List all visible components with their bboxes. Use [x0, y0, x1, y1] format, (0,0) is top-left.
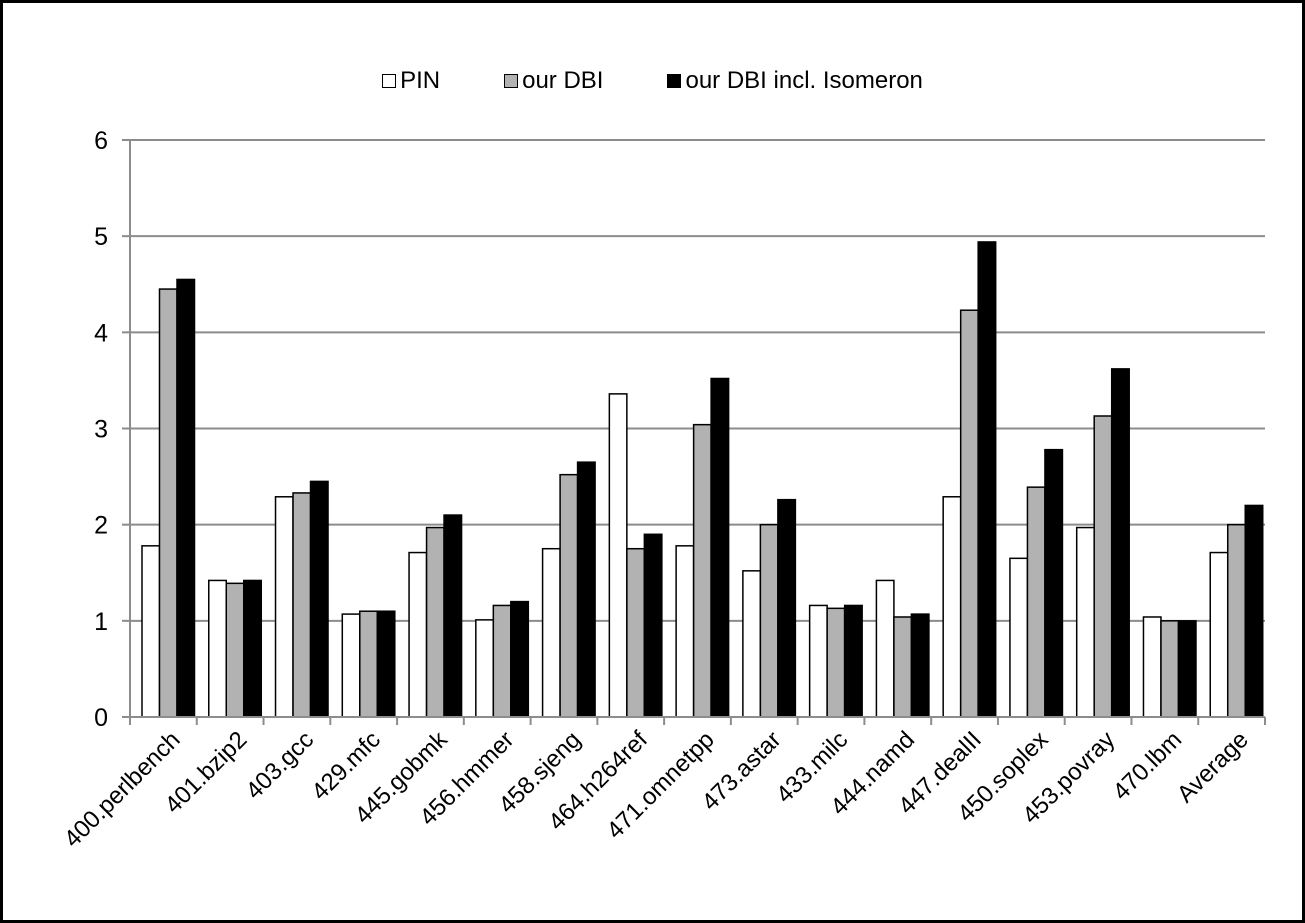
- bar-our-dbi-incl-isomeron-9: [777, 498, 797, 718]
- bar-our-dbi-9: [759, 523, 779, 718]
- bar-our-dbi-11: [893, 616, 913, 718]
- bar-our-dbi-incl-isomeron-6: [576, 461, 596, 718]
- bar-our-dbi-10: [826, 607, 846, 718]
- chart-frame: PIN our DBI our DBI incl. Isomeron 0 1 2 3 4…: [3, 3, 1302, 920]
- legend-item-our-dbi: our DBI: [504, 67, 603, 95]
- bar-our-dbi-incl-isomeron-3: [376, 610, 396, 718]
- bar-our-dbi-incl-isomeron-11: [910, 613, 930, 718]
- bar-our-dbi-16: [1226, 523, 1246, 718]
- bar-our-dbi-incl-isomeron-15: [1177, 620, 1197, 718]
- bar-our-dbi-incl-isomeron-2: [309, 480, 329, 718]
- bar-pin-11: [875, 579, 895, 718]
- legend-swatch-pin: [382, 74, 397, 88]
- x-tick-label: 400.perlbench: [59, 726, 186, 853]
- bar-pin-16: [1209, 551, 1229, 718]
- bar-pin-12: [942, 496, 962, 718]
- chart-legend: PIN our DBI our DBI incl. Isomeron: [3, 67, 1302, 95]
- bar-our-dbi-12: [959, 309, 979, 718]
- bar-our-dbi-incl-isomeron-0: [176, 278, 196, 718]
- bar-our-dbi-incl-isomeron-8: [710, 377, 730, 718]
- bar-pin-13: [1009, 557, 1029, 718]
- legend-label-our-dbi: our DBI: [522, 67, 604, 94]
- bar-our-dbi-1: [225, 582, 245, 718]
- bar-our-dbi-incl-isomeron-16: [1244, 504, 1264, 718]
- bar-pin-4: [408, 551, 428, 718]
- bar-our-dbi-incl-isomeron-12: [977, 241, 997, 718]
- bar-our-dbi-0: [158, 288, 178, 718]
- legend-item-pin: PIN: [382, 67, 440, 95]
- bar-pin-14: [1075, 526, 1095, 718]
- legend-swatch-our-dbi-isomeron: [667, 74, 682, 88]
- bar-our-dbi-7: [626, 547, 646, 718]
- bar-our-dbi-14: [1093, 415, 1113, 718]
- legend-label-pin: PIN: [400, 67, 441, 94]
- bar-pin-6: [541, 547, 561, 718]
- bar-chart: 0123456400.perlbench401.bzip2403.gcc429.…: [59, 127, 1266, 853]
- bar-pin-9: [742, 570, 762, 718]
- y-tick-label: 3: [94, 416, 108, 444]
- x-tick-label: Average: [1172, 726, 1254, 808]
- bar-our-dbi-5: [492, 604, 512, 718]
- bar-pin-0: [141, 545, 161, 718]
- bar-our-dbi-incl-isomeron-10: [843, 604, 863, 718]
- bar-pin-5: [475, 619, 495, 718]
- bar-our-dbi-4: [425, 526, 445, 718]
- y-tick-label: 1: [94, 608, 108, 636]
- bar-our-dbi-incl-isomeron-7: [643, 533, 663, 718]
- y-tick-label: 5: [94, 223, 108, 251]
- bar-our-dbi-8: [692, 423, 712, 718]
- bar-our-dbi-2: [292, 492, 312, 718]
- bar-pin-7: [608, 393, 628, 718]
- bar-our-dbi-incl-isomeron-4: [443, 514, 463, 718]
- bar-our-dbi-6: [559, 473, 579, 718]
- bar-our-dbi-13: [1026, 486, 1046, 718]
- bar-our-dbi-incl-isomeron-5: [510, 600, 530, 718]
- bar-pin-8: [675, 545, 695, 718]
- bar-our-dbi-15: [1160, 620, 1180, 718]
- x-tick-label: 403.gcc: [241, 726, 320, 805]
- y-tick-label: 4: [94, 319, 108, 347]
- legend-item-our-dbi-isomeron: our DBI incl. Isomeron: [667, 67, 923, 95]
- bar-pin-10: [808, 604, 828, 718]
- y-tick-label: 6: [94, 127, 108, 155]
- y-tick-label: 2: [94, 512, 108, 540]
- bar-pin-2: [274, 496, 294, 718]
- legend-label-our-dbi-isomeron: our DBI incl. Isomeron: [685, 67, 923, 94]
- legend-swatch-our-dbi: [504, 74, 519, 88]
- bar-our-dbi-incl-isomeron-1: [243, 579, 263, 718]
- bar-pin-1: [208, 579, 228, 718]
- bar-pin-15: [1142, 616, 1162, 718]
- y-tick-label: 0: [94, 704, 108, 732]
- bar-our-dbi-incl-isomeron-13: [1044, 448, 1064, 718]
- bar-our-dbi-incl-isomeron-14: [1110, 368, 1130, 718]
- bar-our-dbi-3: [359, 610, 379, 718]
- bar-pin-3: [341, 613, 361, 718]
